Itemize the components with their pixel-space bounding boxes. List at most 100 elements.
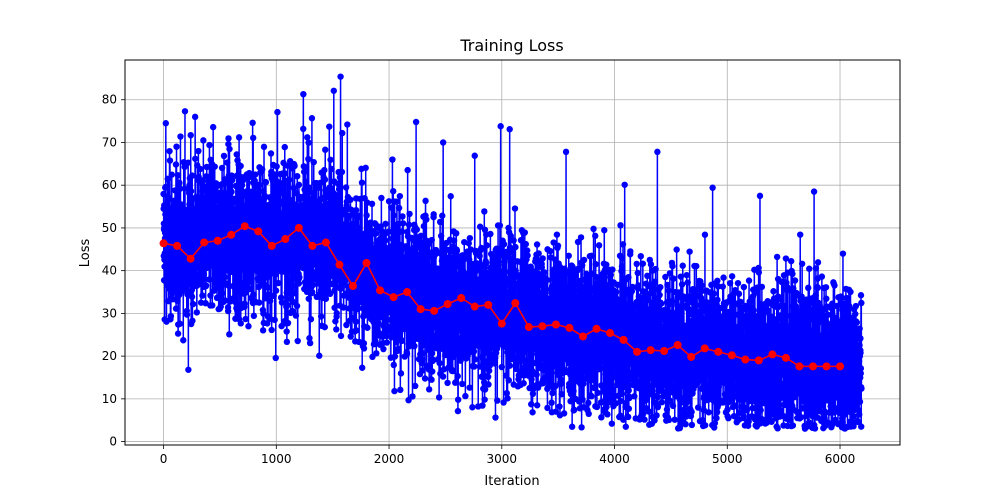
raw-loss-point	[613, 288, 620, 296]
raw-loss-point	[306, 334, 313, 342]
raw-loss-point	[483, 348, 490, 356]
raw-loss-point	[224, 307, 232, 315]
raw-loss-point	[568, 423, 576, 430]
raw-loss-point	[482, 260, 490, 267]
raw-loss-point	[328, 165, 335, 173]
raw-loss-point	[264, 320, 271, 327]
raw-loss-point	[336, 174, 344, 181]
raw-loss-point	[373, 272, 380, 280]
raw-loss-point	[567, 398, 574, 405]
raw-loss-point	[639, 355, 647, 363]
raw-loss-point	[600, 388, 607, 395]
raw-loss-point	[647, 261, 655, 268]
raw-loss-point	[528, 401, 535, 408]
raw-loss-point	[454, 396, 462, 403]
raw-loss-point	[218, 164, 226, 172]
raw-loss-point	[492, 354, 499, 362]
raw-loss-point	[382, 220, 389, 228]
raw-loss-point	[503, 248, 510, 256]
raw-loss-point	[671, 386, 679, 393]
raw-loss-point	[282, 170, 289, 177]
raw-loss-point	[520, 380, 527, 387]
raw-loss-point	[687, 373, 694, 381]
raw-loss-point	[652, 328, 660, 335]
raw-loss-point	[362, 164, 369, 172]
raw-loss-point	[505, 377, 512, 384]
raw-loss-point	[533, 371, 540, 378]
raw-loss-point	[622, 399, 629, 407]
raw-loss-point	[237, 320, 244, 327]
raw-loss-point	[652, 333, 660, 341]
raw-loss-point	[437, 289, 444, 297]
raw-loss-point	[444, 379, 451, 387]
raw-loss-point	[501, 258, 508, 265]
raw-loss-point	[533, 241, 541, 248]
raw-loss-point	[357, 277, 365, 285]
raw-loss-point	[591, 377, 598, 384]
raw-loss-point	[333, 326, 340, 333]
raw-loss-point	[557, 380, 565, 388]
raw-loss-point	[391, 353, 399, 360]
raw-loss-point	[223, 159, 231, 166]
raw-loss-point	[422, 197, 429, 205]
raw-loss-point	[683, 271, 690, 279]
raw-loss-point	[579, 396, 586, 403]
raw-loss-point	[478, 353, 486, 361]
raw-loss-point	[278, 299, 286, 306]
raw-loss-point	[193, 309, 201, 316]
raw-loss-point	[565, 252, 572, 259]
raw-loss-point	[701, 231, 709, 238]
raw-loss-point	[228, 188, 235, 196]
raw-loss-point	[254, 264, 262, 271]
raw-loss-point	[385, 198, 393, 205]
raw-loss-point	[241, 289, 249, 297]
raw-loss-point	[662, 273, 669, 281]
raw-loss-point	[291, 290, 299, 297]
raw-loss-point	[664, 281, 671, 289]
y-tick-label: 0	[109, 435, 117, 449]
raw-loss-point	[479, 286, 487, 294]
raw-loss-point	[410, 244, 417, 252]
raw-loss-point	[528, 376, 535, 383]
raw-loss-point	[176, 256, 183, 264]
raw-loss-point	[302, 167, 309, 175]
raw-loss-point	[649, 316, 657, 324]
raw-loss-point	[395, 204, 403, 212]
raw-loss-point	[495, 261, 502, 269]
raw-loss-point	[198, 231, 205, 239]
raw-loss-point	[451, 302, 458, 309]
raw-loss-point	[483, 242, 490, 249]
raw-loss-point	[694, 404, 702, 411]
raw-loss-point	[652, 265, 659, 273]
raw-loss-point	[603, 261, 610, 268]
raw-loss-point	[459, 380, 466, 388]
raw-loss-point	[294, 337, 301, 345]
raw-loss-point	[436, 359, 443, 367]
raw-loss-point	[289, 234, 296, 242]
raw-loss-point	[563, 304, 571, 312]
raw-loss-point	[214, 284, 221, 291]
raw-loss-point	[471, 363, 478, 370]
raw-loss-point	[633, 378, 641, 385]
raw-loss-point	[202, 282, 210, 289]
raw-loss-point	[619, 254, 626, 262]
raw-loss-point	[366, 233, 373, 240]
raw-loss-point	[231, 206, 238, 213]
raw-loss-point	[671, 416, 678, 423]
raw-loss-point	[275, 279, 282, 287]
raw-loss-point	[523, 247, 531, 254]
raw-loss-point	[260, 143, 268, 151]
raw-loss-point	[388, 204, 395, 211]
raw-loss-point	[283, 338, 291, 346]
raw-loss-point	[382, 244, 389, 252]
raw-loss-point	[713, 414, 720, 422]
raw-loss-point	[163, 204, 170, 212]
raw-loss-point	[334, 180, 342, 188]
raw-loss-point	[193, 264, 200, 271]
raw-loss-point	[551, 271, 559, 278]
raw-loss-point	[501, 268, 509, 276]
raw-loss-point	[383, 339, 391, 346]
raw-loss-point	[523, 359, 531, 366]
raw-loss-point	[202, 247, 209, 254]
raw-loss-point	[352, 245, 359, 252]
